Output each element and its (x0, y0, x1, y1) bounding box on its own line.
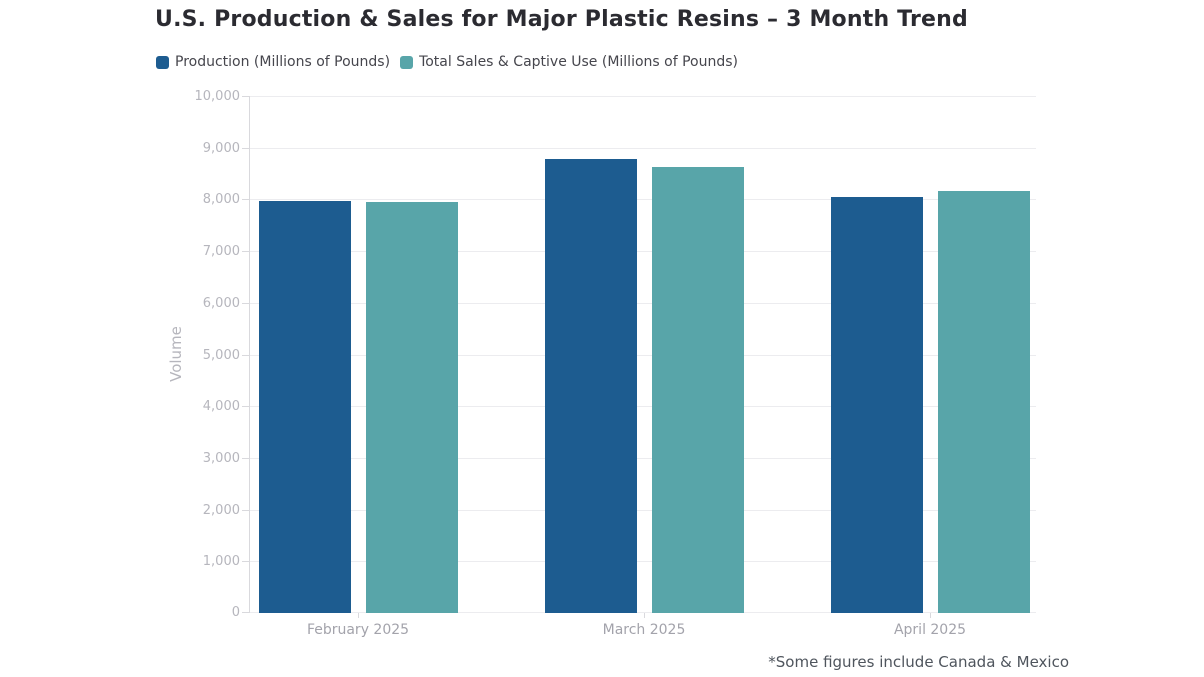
bar-sales-april-2025[interactable] (937, 191, 1030, 613)
y-tick-label: 3,000 (202, 451, 240, 466)
y-tick-mark (242, 355, 249, 356)
x-category-label: April 2025 (893, 622, 967, 638)
x-category-label: March 2025 (602, 622, 686, 638)
y-tick-mark (242, 561, 249, 562)
y-tick-mark (242, 148, 249, 149)
legend-label: Total Sales & Captive Use (Millions of P… (419, 54, 738, 70)
legend-swatch-production (156, 55, 169, 69)
bar-sales-february-2025[interactable] (365, 202, 458, 613)
footnote: *Some figures include Canada & Mexico (768, 653, 1069, 671)
y-tick-mark (242, 96, 249, 97)
legend-swatch-sales (400, 55, 414, 69)
gridline (250, 561, 1036, 562)
gridline (250, 355, 1036, 356)
y-tick-mark (242, 303, 249, 304)
y-tick-mark (242, 458, 249, 459)
legend-item-sales[interactable]: Total Sales & Captive Use (Millions of P… (400, 54, 738, 70)
y-tick-label: 9,000 (202, 141, 240, 156)
chart-title: U.S. Production & Sales for Major Plasti… (155, 7, 968, 32)
gridline (250, 303, 1036, 304)
gridline (250, 458, 1036, 459)
gridline (250, 510, 1036, 511)
gridline (250, 251, 1036, 252)
y-tick-label: 5,000 (202, 348, 240, 363)
y-tick-mark (242, 612, 249, 613)
x-category-label: February 2025 (306, 622, 410, 638)
y-tick-mark (242, 406, 249, 407)
y-tick-label: 4,000 (202, 399, 240, 414)
bar-production-march-2025[interactable] (544, 159, 637, 613)
y-tick-mark (242, 199, 249, 200)
gridline (250, 96, 1036, 97)
x-tick-mark (644, 613, 645, 618)
y-tick-label: 6,000 (202, 296, 240, 311)
gridline (250, 612, 1036, 613)
legend-label: Production (Millions of Pounds) (175, 54, 391, 70)
bar-sales-march-2025[interactable] (651, 166, 744, 613)
legend: Production (Millions of Pounds) Total Sal… (156, 54, 738, 70)
y-tick-label: 0 (231, 605, 240, 620)
x-tick-mark (358, 613, 359, 618)
bar-production-april-2025[interactable] (830, 196, 923, 613)
legend-item-production[interactable]: Production (Millions of Pounds) (156, 54, 390, 70)
y-tick-mark (242, 510, 249, 511)
y-tick-mark (242, 251, 249, 252)
y-tick-label: 8,000 (202, 192, 240, 207)
gridline (250, 406, 1036, 407)
y-tick-label: 1,000 (202, 554, 240, 569)
gridline (250, 199, 1036, 200)
x-tick-mark (930, 613, 931, 618)
plot-area: 0 1,000 2,000 3,000 4,000 5,000 6,000 7,000 8,00… (195, 90, 1036, 638)
y-tick-label: 2,000 (202, 503, 240, 518)
y-tick-label: 10,000 (194, 89, 241, 104)
y-tick-label: 7,000 (202, 244, 240, 259)
bar-production-february-2025[interactable] (258, 201, 351, 613)
gridline (250, 148, 1036, 149)
